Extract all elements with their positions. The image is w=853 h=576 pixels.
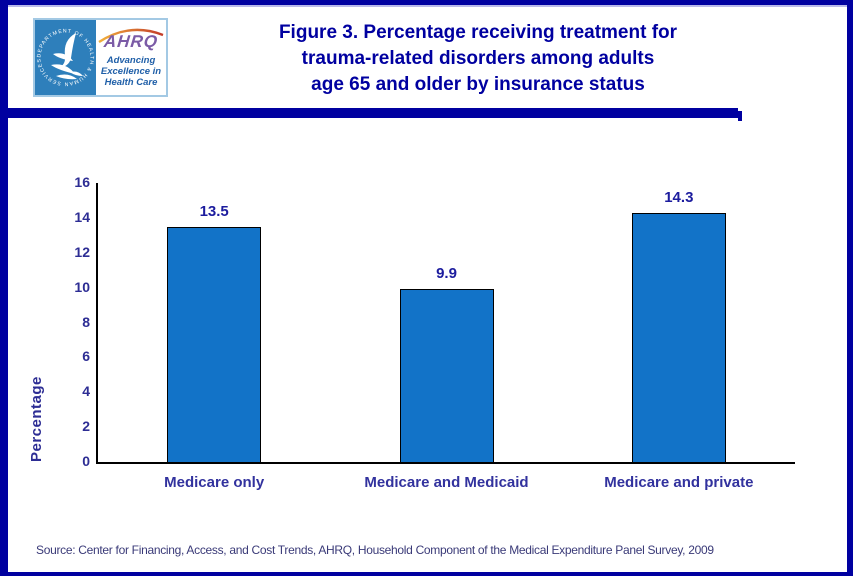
y-axis-tick-label: 8	[82, 313, 90, 330]
figure-title-line: trauma-related disorders among adults	[301, 48, 655, 69]
bar-value-label: 14.3	[664, 188, 694, 206]
y-axis-tick-label: 14	[74, 208, 90, 225]
tagline-line: Excellence in	[100, 66, 162, 77]
y-axis-tick-label: 10	[74, 278, 90, 295]
plot-area: 13.5 Medicare only 9.9 Medicare and Medicai…	[96, 183, 795, 491]
y-axis-tick-label: 6	[82, 348, 90, 365]
figure-title: Figure 3. Percentage receiving treatment…	[168, 20, 788, 98]
tagline-line: Advancing	[106, 55, 156, 66]
x-axis-category-label: Medicare and Medicaid	[364, 474, 529, 491]
y-axis-tick-label: 2	[82, 418, 90, 435]
figure-title-line: age 65 and older by insurance status	[311, 74, 645, 95]
hhs-seal-icon: DEPARTMENT OF HEALTH & HUMAN SERVICES • …	[35, 20, 96, 95]
y-axis-tick-labels: 0 2 4 6 8 10 12 14 16	[8, 174, 90, 469]
ahrq-tagline: Advancing Excellence in Health Care	[101, 55, 161, 88]
y-axis-tick-label: 16	[74, 174, 90, 190]
top-accent-line	[8, 5, 847, 7]
source-note: Source: Center for Financing, Access, an…	[36, 543, 714, 557]
bar-value-label: 13.5	[199, 202, 229, 220]
ahrq-acronym: AHRQ	[103, 32, 160, 51]
x-axis-category-label: Medicare only	[164, 474, 265, 491]
bar-medicare-only	[167, 226, 262, 462]
bar-medicare-and-medicaid	[399, 289, 494, 462]
y-axis-tick-label: 4	[82, 383, 90, 400]
ahrq-logo-text-panel: AHRQ Advancing Excellence in Health Care	[96, 20, 166, 95]
y-axis-tick-label: 12	[74, 243, 90, 260]
header-divider-bar	[8, 108, 742, 121]
y-axis-tick-label: 0	[82, 453, 90, 469]
figure-title-line: Figure 3. Percentage receiving treatment…	[278, 22, 678, 43]
x-axis-category-label: Medicare and private	[604, 474, 754, 491]
ahrq-arc-icon	[98, 28, 164, 44]
hhs-eagle-icon: DEPARTMENT OF HEALTH & HUMAN SERVICES • …	[35, 20, 94, 87]
bar-value-label: 9.9	[436, 265, 457, 283]
bar-medicare-and-private	[631, 212, 726, 462]
divider-end-cap	[738, 111, 742, 121]
tagline-line: Health Care	[104, 77, 158, 88]
ahrq-logo: DEPARTMENT OF HEALTH & HUMAN SERVICES • …	[33, 18, 168, 97]
